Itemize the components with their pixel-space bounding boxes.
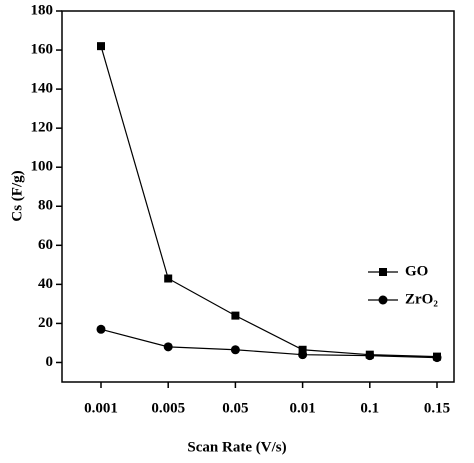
y-tick-label: 40 xyxy=(38,276,53,292)
marker xyxy=(231,311,240,320)
y-tick-label: 60 xyxy=(38,237,53,253)
y-tick-label: 160 xyxy=(31,41,54,57)
marker xyxy=(96,324,106,334)
marker xyxy=(365,351,375,361)
marker xyxy=(432,353,442,363)
legend-marker xyxy=(379,268,387,276)
y-tick-label: 180 xyxy=(31,2,54,18)
legend-marker xyxy=(378,295,388,305)
y-tick-label: 20 xyxy=(38,315,53,331)
legend-label: ZrO₂ xyxy=(405,291,438,307)
marker xyxy=(298,345,307,354)
y-tick-label: 80 xyxy=(38,198,53,214)
marker xyxy=(163,342,173,352)
x-tick-label: 0.01 xyxy=(289,400,315,416)
y-tick-label: 120 xyxy=(31,120,54,136)
y-tick-label: 100 xyxy=(31,159,54,175)
x-tick-label: 0.001 xyxy=(84,400,118,416)
marker xyxy=(164,274,173,283)
x-tick-label: 0.1 xyxy=(360,400,379,416)
marker xyxy=(97,42,105,51)
series-line xyxy=(100,328,438,359)
marker xyxy=(298,350,308,360)
x-tick-label: 0.05 xyxy=(222,400,248,416)
x-tick-label: 0.005 xyxy=(151,400,185,416)
plot-frame xyxy=(61,10,455,383)
y-tick-label: 0 xyxy=(46,354,54,370)
marker xyxy=(230,345,240,355)
series-line xyxy=(100,45,438,358)
y-tick-label: 140 xyxy=(31,81,54,97)
legend-label: GO xyxy=(405,263,428,279)
y-axis-label: Cs (F/g) xyxy=(9,170,25,221)
x-axis-label: Scan Rate (V/s) xyxy=(187,439,286,455)
x-tick-label: 0.15 xyxy=(424,400,450,416)
